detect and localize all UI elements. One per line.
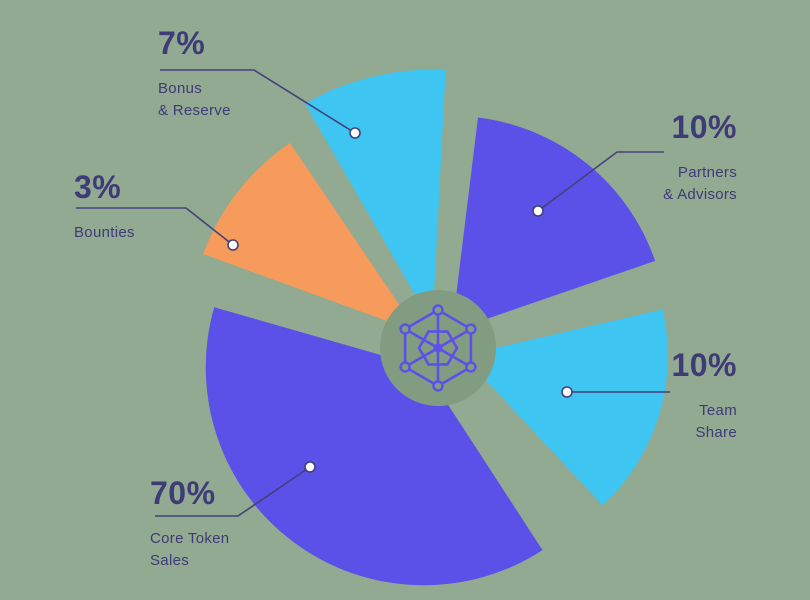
callout-label: Core Token Sales bbox=[150, 530, 230, 569]
leader-line-partners-advisors bbox=[537, 151, 664, 212]
leader-line-bounties bbox=[76, 207, 234, 246]
pie-slice-bonus-reserve bbox=[304, 69, 446, 325]
leader-line-bonus-reserve bbox=[160, 69, 356, 134]
callout-team-share: 10% Team Share bbox=[671, 346, 737, 444]
leader-marker-bonus-reserve bbox=[349, 127, 361, 139]
pie-slice-bounties bbox=[203, 143, 418, 332]
callout-percentage: 70% bbox=[150, 475, 216, 511]
callout-percentage: 10% bbox=[671, 109, 737, 145]
leader-marker-partners-advisors bbox=[532, 205, 544, 217]
callout-partners-advisors: 10% Partners & Advisors bbox=[663, 108, 737, 206]
callout-percentage: 10% bbox=[671, 347, 737, 383]
pie-slice-core-token-sales bbox=[205, 307, 543, 586]
leader-marker-team-share bbox=[561, 386, 573, 398]
leader-line-core-token-sales bbox=[155, 466, 311, 517]
callout-label: Bounties bbox=[74, 224, 135, 241]
callout-core-token-sales: 70% Core Token Sales bbox=[150, 474, 229, 572]
callout-percentage: 7% bbox=[158, 25, 206, 61]
chart-center-logo bbox=[380, 290, 496, 406]
callout-label: Team Share bbox=[695, 402, 737, 441]
callout-bounties: 3% Bounties bbox=[74, 168, 135, 244]
leader-marker-bounties bbox=[227, 239, 239, 251]
pie-slice-partners-advisors bbox=[451, 117, 656, 331]
callout-bonus-reserve: 7% Bonus & Reserve bbox=[158, 24, 231, 122]
pie-slice-team-share bbox=[462, 309, 668, 506]
leader-marker-core-token-sales bbox=[304, 461, 316, 473]
hexagon-network-logo-icon bbox=[399, 304, 477, 392]
callout-percentage: 3% bbox=[74, 169, 122, 205]
callout-label: Bonus & Reserve bbox=[158, 80, 231, 119]
callout-label: Partners & Advisors bbox=[663, 164, 737, 203]
